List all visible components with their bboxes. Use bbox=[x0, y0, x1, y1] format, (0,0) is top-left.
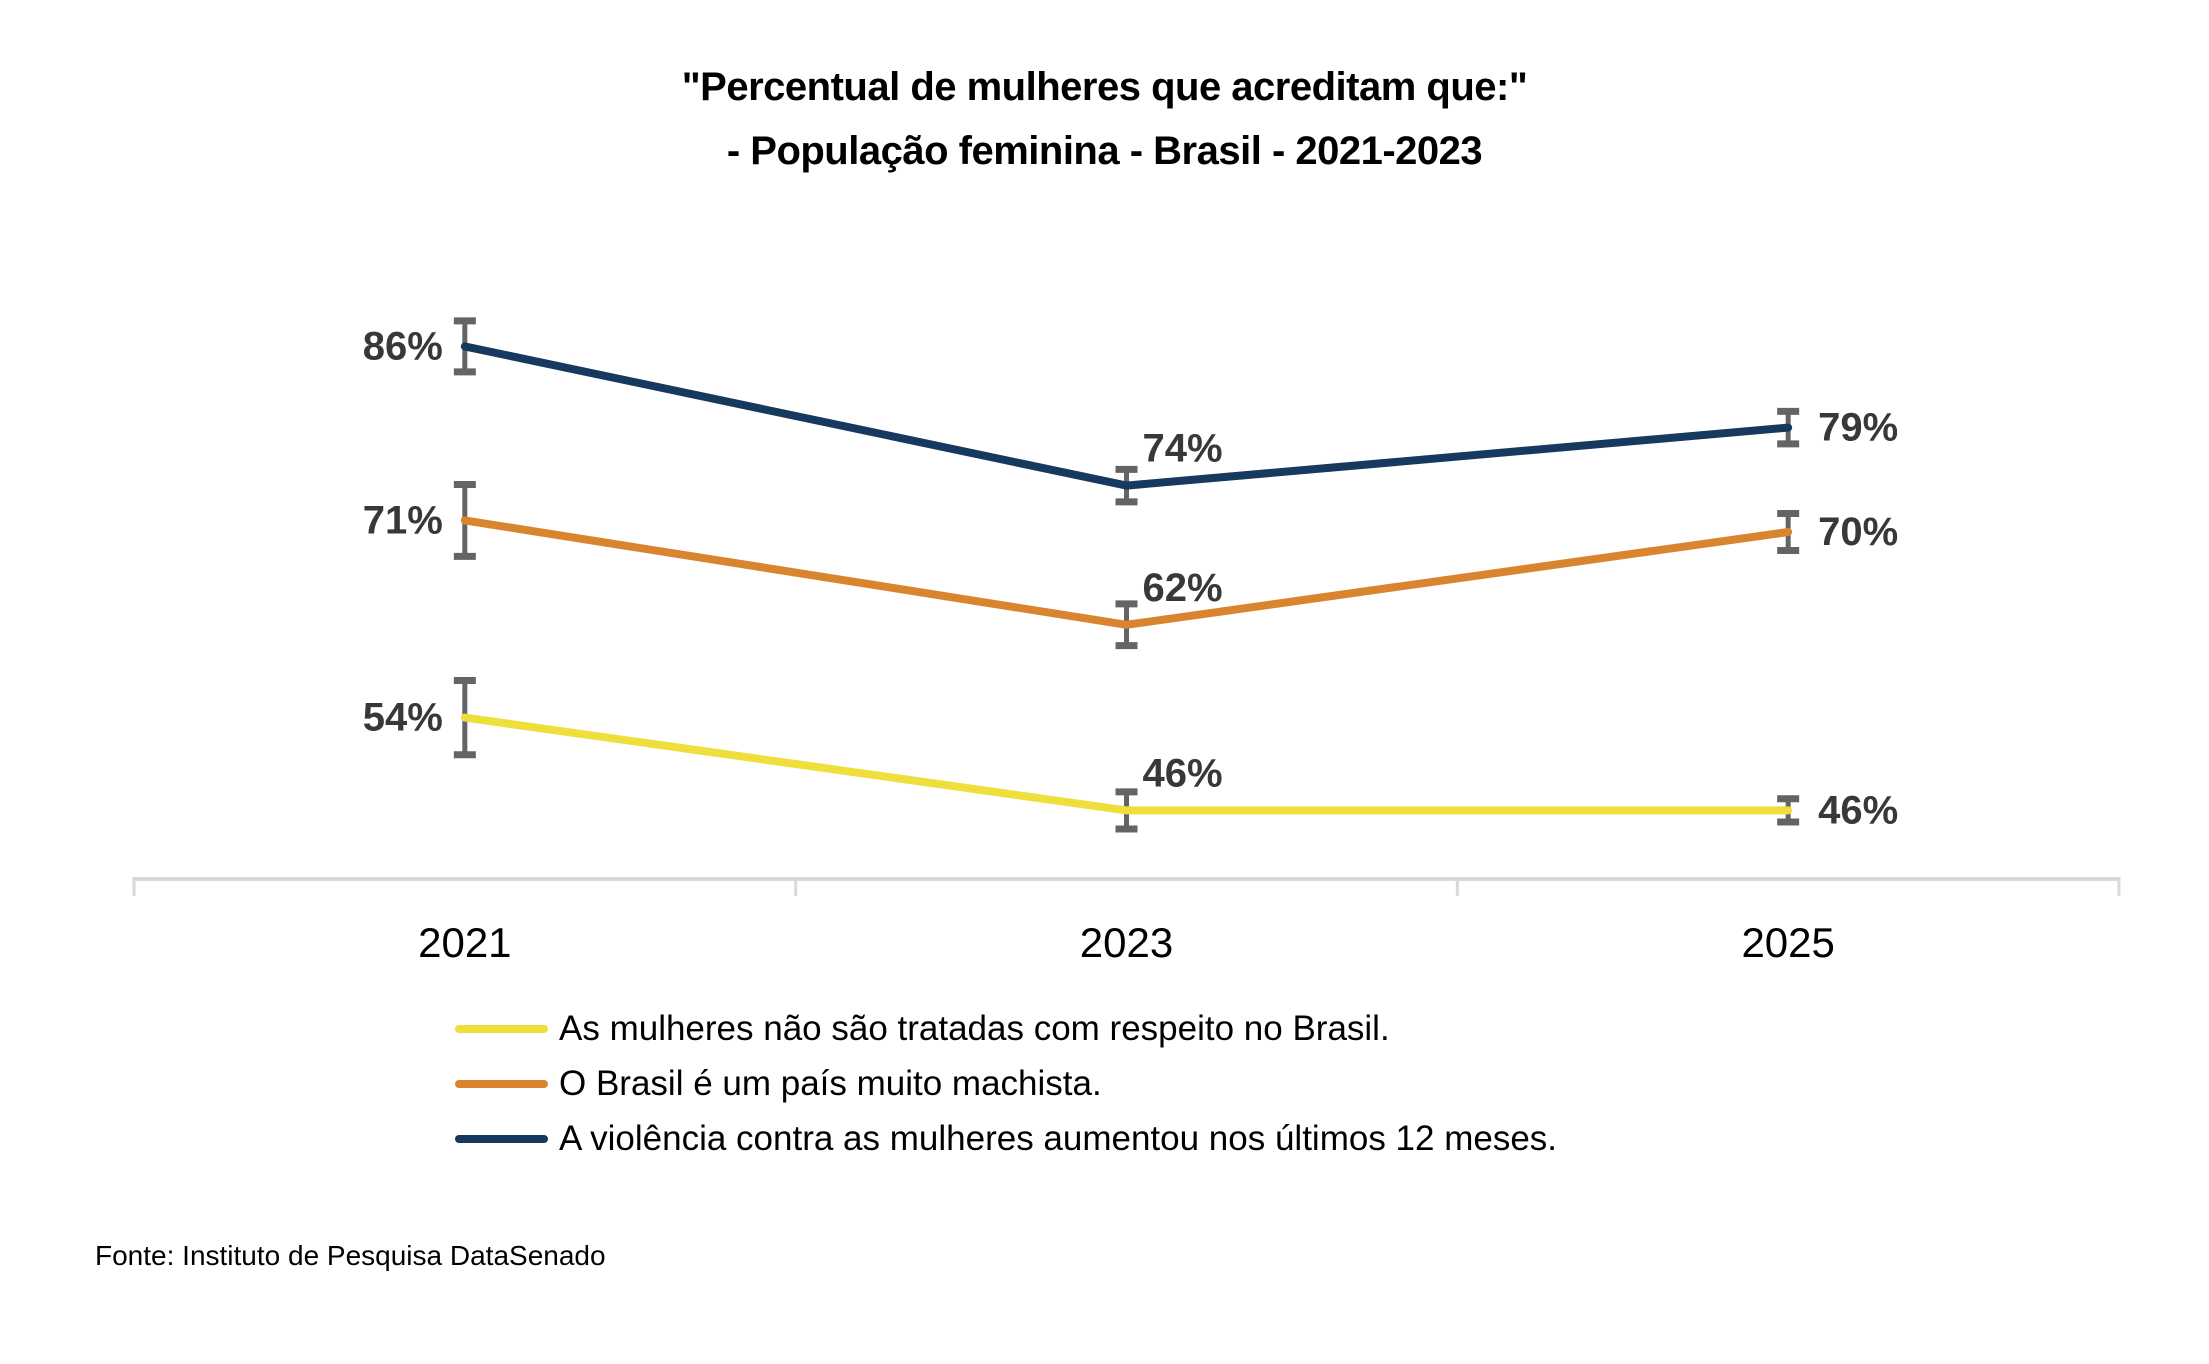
data-label: 74% bbox=[1143, 427, 1223, 471]
legend-item-violencia: A violência contra as mulheres aumentou … bbox=[455, 1111, 1557, 1166]
data-label: 62% bbox=[1143, 566, 1223, 610]
data-label: 70% bbox=[1818, 510, 1898, 554]
legend-swatch-navy bbox=[455, 1134, 548, 1143]
source-note: Fonte: Instituto de Pesquisa DataSenado bbox=[95, 1240, 606, 1271]
data-label: 46% bbox=[1818, 788, 1898, 832]
chart-title-line2: - População feminina - Brasil - 2021-202… bbox=[726, 129, 1483, 173]
legend-item-respeito: As mulheres não são tratadas com respeit… bbox=[455, 1001, 1557, 1056]
legend-label: As mulheres não são tratadas com respeit… bbox=[559, 1008, 1390, 1048]
data-label: 79% bbox=[1818, 406, 1898, 450]
series-line-2 bbox=[460, 342, 1793, 490]
chart-title: "Percentual de mulheres que acreditam qu… bbox=[0, 55, 2209, 183]
legend-swatch-yellow bbox=[455, 1024, 548, 1033]
legend-label: O Brasil é um país muito machista. bbox=[559, 1063, 1102, 1103]
chart-title-line1: "Percentual de mulheres que acreditam qu… bbox=[681, 65, 1528, 109]
x-axis-label: 2025 bbox=[1741, 919, 1834, 966]
data-label: 86% bbox=[363, 324, 443, 368]
data-label: 71% bbox=[363, 498, 443, 542]
data-label: 46% bbox=[1143, 751, 1223, 795]
legend-item-machista: O Brasil é um país muito machista. bbox=[455, 1056, 1557, 1111]
series-line-1 bbox=[460, 516, 1793, 629]
series-line-0 bbox=[460, 713, 1793, 815]
x-axis-label: 2021 bbox=[418, 919, 511, 966]
legend-label: A violência contra as mulheres aumentou … bbox=[559, 1118, 1558, 1158]
x-axis-label: 2023 bbox=[1080, 919, 1173, 966]
legend-swatch-orange bbox=[455, 1079, 548, 1088]
chart-legend: As mulheres não são tratadas com respeit… bbox=[455, 1001, 1557, 1166]
data-label: 54% bbox=[363, 696, 443, 740]
